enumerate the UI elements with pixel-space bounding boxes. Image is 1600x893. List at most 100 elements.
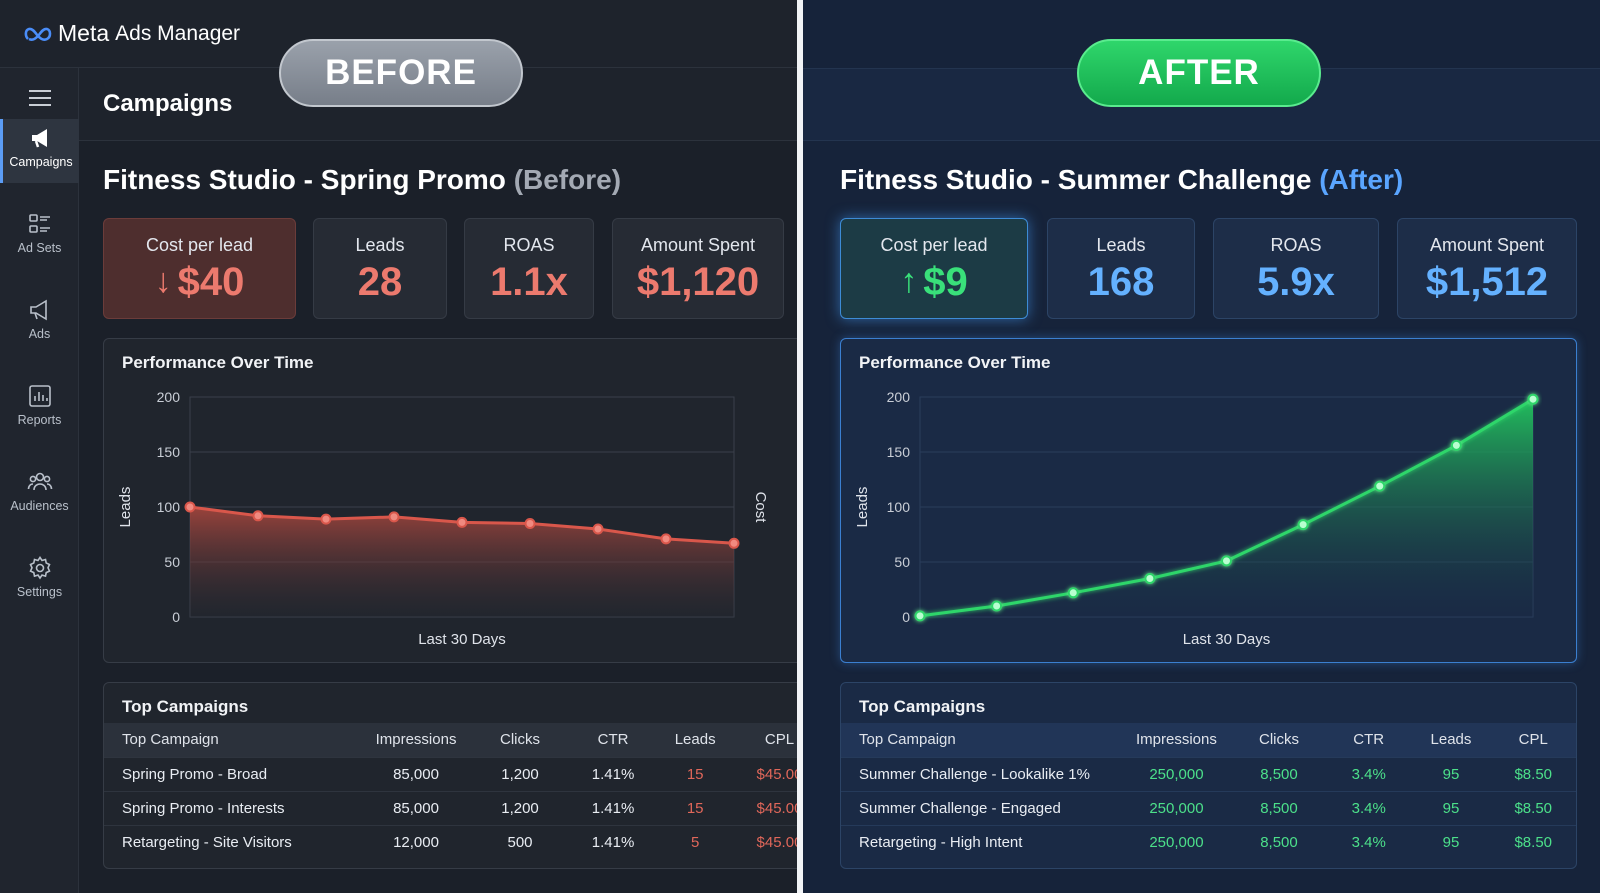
data-point (184, 501, 196, 513)
column-header[interactable]: CPL (764, 731, 795, 749)
data-point (252, 510, 264, 522)
table-cell: $45.00 (756, 799, 797, 817)
meta-logo[interactable]: Meta Ads Manager (24, 20, 240, 47)
people-icon (27, 472, 52, 491)
kpi-value: $9 (923, 260, 968, 304)
kpi-amount-spent[interactable]: Amount Spent $1,512 (1397, 218, 1577, 319)
kpi-cost-per-lead[interactable]: Cost per lead ↑ $9 (840, 218, 1028, 319)
table-cell: Summer Challenge - Lookalike 1% (859, 765, 1090, 783)
product-name: Ads Manager (115, 21, 241, 45)
campaigns-table: Top Campaign Impressions Clicks CTR Lead… (104, 723, 797, 859)
table-cell: 3.4% (1351, 765, 1386, 783)
table-cell: 1,200 (501, 765, 539, 783)
sidebar-item-campaigns[interactable]: Campaigns (0, 119, 79, 183)
campaigns-table: Top Campaign Impressions Clicks CTR Lead… (841, 723, 1576, 859)
data-point (1067, 587, 1079, 599)
after-panel: Fitness Studio - Summer Challenge (After… (803, 0, 1600, 893)
table-cell: 1.41% (591, 833, 635, 851)
table-cell: Spring Promo - Interests (122, 799, 285, 817)
kpi-roas[interactable]: ROAS 5.9x (1213, 218, 1379, 319)
sidebar-item-ad-sets[interactable]: Ad Sets (0, 205, 79, 269)
kpi-cost-per-lead[interactable]: Cost per lead ↓ $40 (103, 218, 296, 319)
table-row[interactable]: Spring Promo - Interests 85,000 1,200 1.… (104, 791, 797, 825)
sidebar-item-reports[interactable]: Reports (0, 377, 79, 441)
data-point (1221, 555, 1232, 567)
y-tick-label: 0 (902, 609, 910, 625)
table-cell: 15 (686, 799, 704, 817)
column-header[interactable]: Leads (1430, 731, 1472, 749)
megaphone-icon (32, 129, 47, 148)
sidebar-item-audiences[interactable]: Audiences (0, 463, 79, 527)
table-cell: 15 (686, 765, 704, 783)
series-area (920, 399, 1533, 617)
kpi-value: $40 (177, 260, 245, 304)
performance-chart-svg: 0 50 100 150 200 Last 30 Days Leads Cost (117, 389, 769, 648)
table-cell: 8,500 (1260, 833, 1298, 851)
sidebar-item-ads[interactable]: Ads (0, 291, 79, 355)
y-axis-label: Leads (854, 487, 871, 528)
column-header[interactable]: CTR (597, 731, 629, 749)
column-header[interactable]: Leads (674, 731, 716, 749)
performance-chart-before: 0 50 100 150 200 Last 30 Days Leads Cost Perfor… (103, 338, 797, 663)
kpi-roas[interactable]: ROAS 1.1x (464, 218, 594, 319)
after-badge: AFTER (1077, 39, 1321, 107)
kpi-amount-spent[interactable]: Amount Spent $1,120 (612, 218, 784, 319)
kpi-label: Cost per lead (880, 235, 988, 255)
table-cell: Summer Challenge - Engaged (859, 799, 1061, 817)
table-title: Top Campaigns (122, 697, 249, 716)
table-row[interactable]: Retargeting - High Intent 250,000 8,500 … (841, 825, 1576, 859)
column-header[interactable]: CPL (1518, 731, 1548, 749)
top-campaigns-card-before: Top Campaigns Top Campaign Impressions C… (103, 682, 797, 869)
y-tick-label: 200 (157, 389, 181, 405)
column-header[interactable]: Impressions (375, 731, 457, 749)
table-cell: $45.00 (756, 833, 797, 851)
y-tick-label: 150 (157, 444, 181, 460)
data-point (1297, 519, 1309, 531)
kpi-label: Leads (1096, 235, 1146, 255)
column-header[interactable]: CTR (1353, 731, 1385, 749)
table-cell: $8.50 (1514, 799, 1553, 817)
sidebar-item-label: Ads (28, 327, 51, 341)
table-cell: 3.4% (1351, 799, 1386, 817)
campaign-name: Fitness Studio - Summer Challenge (840, 164, 1312, 195)
comparison-divider (797, 0, 803, 893)
table-cell: 1,200 (501, 799, 539, 817)
table-row[interactable]: Summer Challenge - Lookalike 1% 250,000 … (841, 757, 1576, 791)
before-panel: Meta Ads Manager Campaigns Ad Sets Ads R… (0, 0, 797, 893)
kpi-leads[interactable]: Leads 28 (313, 218, 447, 319)
kpi-value: 28 (357, 260, 403, 304)
table-row[interactable]: Spring Promo - Broad 85,000 1,200 1.41% … (104, 757, 797, 791)
y-tick-label: 100 (157, 499, 181, 515)
column-header[interactable]: Top Campaign (122, 731, 219, 749)
performance-chart-svg: 0 50 100 150 200 Last 30 Days Leads (854, 389, 1539, 648)
column-header[interactable]: Clicks (1258, 731, 1299, 749)
data-point (1374, 480, 1386, 492)
kpi-label: Amount Spent (640, 235, 756, 255)
column-header[interactable]: Impressions (1136, 731, 1217, 749)
sidebar-item-label: Settings (16, 585, 63, 599)
kpi-label: Amount Spent (1429, 235, 1545, 255)
sidebar-item-label: Audiences (10, 499, 69, 513)
kpi-leads[interactable]: Leads 168 (1047, 218, 1195, 319)
table-cell: 95 (1442, 799, 1460, 817)
before-badge: BEFORE (279, 39, 523, 107)
column-header[interactable]: Clicks (500, 731, 541, 749)
kpi-value: 5.9x (1257, 260, 1335, 304)
table-cell: 12,000 (393, 833, 439, 851)
kpi-value: $1,120 (636, 260, 760, 304)
sidebar-item-settings[interactable]: Settings (0, 549, 79, 613)
sidebar-item-label: Ad Sets (17, 241, 62, 255)
chart-title: Performance Over Time (122, 353, 314, 372)
x-axis-label: Last 30 Days (1183, 631, 1271, 648)
y-axis-label: Leads (117, 487, 134, 528)
table-row[interactable]: Summer Challenge - Engaged 250,000 8,500… (841, 791, 1576, 825)
table-cell: 250,000 (1149, 833, 1204, 851)
table-row[interactable]: Retargeting - Site Visitors 12,000 500 1… (104, 825, 797, 859)
campaign-title-after: Fitness Studio - Summer Challenge (After… (840, 164, 1403, 196)
column-header[interactable]: Top Campaign (859, 731, 956, 749)
y-tick-label: 100 (887, 499, 911, 515)
menu-icon[interactable] (29, 90, 51, 108)
ad-sets-icon (28, 214, 50, 233)
kpi-label: Cost per lead (145, 235, 254, 255)
table-cell: 250,000 (1149, 765, 1204, 783)
